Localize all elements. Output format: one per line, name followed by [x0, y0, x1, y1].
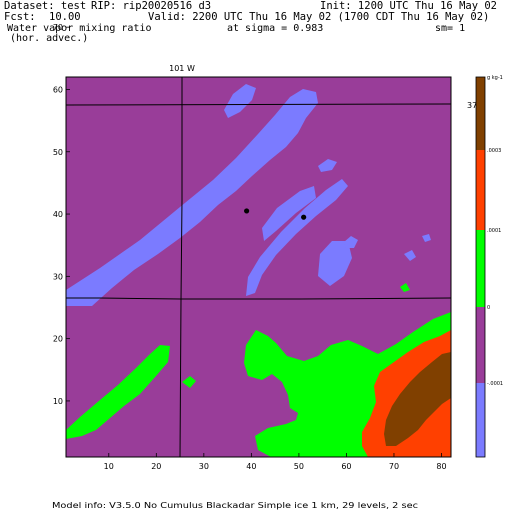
colorbar-box-high	[476, 77, 485, 150]
x-tick-label: 60	[341, 462, 351, 471]
positive-low-fleck-a	[182, 376, 196, 388]
positive-high-region	[384, 352, 451, 446]
meridian-label: 101 W	[169, 64, 195, 73]
negative-region-ridge	[246, 179, 348, 296]
y-tick-label: 70	[53, 23, 63, 32]
field-name: Water vapor mixing ratio	[7, 23, 152, 34]
positive-low-region-west	[66, 345, 170, 439]
negative-region-top	[224, 84, 256, 118]
x-tick-label: 50	[294, 462, 304, 471]
model-info: Model info: V3.5.0 No Cumulus Blackadar …	[52, 501, 418, 510]
negative-region-fleck-c	[404, 250, 416, 261]
field-sub: (hor. advec.)	[10, 33, 89, 44]
station-point	[244, 208, 250, 214]
colorbar-box-low	[476, 230, 485, 307]
sigma-label: at sigma = 0.983	[227, 23, 324, 34]
init-label: Init: 1200 UTC Thu 16 May 02	[320, 0, 498, 12]
x-tick-label: 30	[199, 462, 209, 471]
y-tick-label: 50	[53, 148, 63, 157]
y-tick-label: 30	[53, 272, 63, 281]
parallel-line	[66, 297, 451, 300]
x-tick-label: 80	[436, 462, 446, 471]
colorbar-level-0: -.0001	[487, 381, 503, 387]
negative-region-fleck-a	[318, 159, 337, 172]
negative-region-fleck-d	[422, 234, 431, 242]
x-tick-label: 40	[246, 462, 256, 471]
top-boundary-line	[66, 103, 451, 106]
filled-contours	[66, 77, 451, 457]
negative-region-east	[318, 241, 352, 286]
colorbar-frame	[475, 76, 486, 458]
colorbar-box-zero	[476, 307, 485, 383]
x-tick-label: 20	[151, 462, 161, 471]
colorbar-level-2: .0001	[487, 228, 501, 234]
tick-layer: 10 20 30 40 50 60 70 80 10 20 30 40 50 60 70	[53, 23, 447, 471]
fcst-value: 10.00	[49, 11, 81, 23]
negative-region-fleck-b	[344, 236, 358, 248]
valid-label: Valid: 2200 UTC Thu 16 May 02 (1700 CDT …	[148, 11, 490, 23]
meridian-line	[179, 77, 183, 457]
points-layer	[244, 208, 307, 220]
y-tick-label: 20	[53, 335, 63, 344]
x-tick-label: 10	[104, 462, 114, 471]
colorbar-level-1: 0	[487, 305, 490, 311]
fcst-label: Fcst:	[4, 11, 36, 23]
colorbar-box-mid	[476, 150, 485, 230]
colorbar: g kg-1 -.0001 0 .0001 .0003	[475, 75, 503, 458]
colorbar-unit: g kg-1	[487, 75, 503, 81]
negative-region-main	[66, 89, 318, 306]
x-tick-label: 70	[389, 462, 399, 471]
colorbar-level-3: .0003	[487, 148, 501, 154]
colorbar-box-negative	[476, 383, 485, 457]
y-tick-label: 10	[53, 397, 63, 406]
rip-label: RIP: rip20020516 d3	[91, 0, 212, 12]
sm-label: sm= 1	[435, 23, 466, 34]
y-tick-label: 40	[53, 210, 63, 219]
negative-region-mid	[262, 186, 316, 241]
plot-frame	[65, 76, 452, 458]
dataset-label: Dataset: test	[4, 0, 87, 12]
y-tick-label: 60	[53, 85, 63, 94]
station-point	[301, 214, 307, 220]
positive-low-fleck-b	[400, 283, 410, 292]
